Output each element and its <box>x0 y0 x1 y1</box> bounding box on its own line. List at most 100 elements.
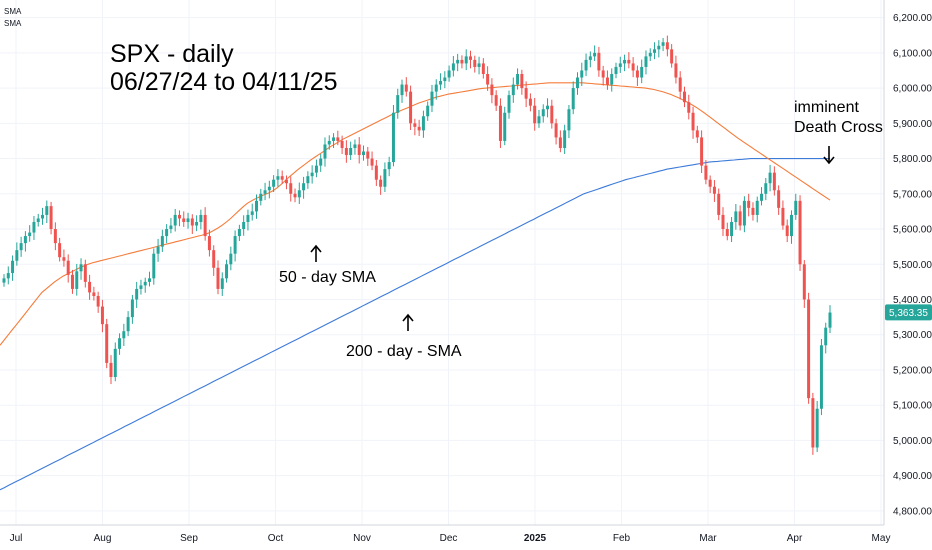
candle <box>563 124 567 154</box>
candle <box>597 46 601 77</box>
candle <box>28 225 32 242</box>
candle <box>571 81 575 115</box>
candle <box>498 98 502 148</box>
candle <box>807 292 811 404</box>
candle <box>618 56 622 73</box>
time-axis[interactable]: Jul Aug Sep Oct Nov Dec 2025 Feb Mar Apr May <box>10 533 891 544</box>
candle-body <box>379 179 383 187</box>
candle <box>588 51 592 68</box>
candle <box>152 248 156 285</box>
candle <box>460 55 464 69</box>
candle-body <box>246 214 250 222</box>
candle <box>216 260 220 295</box>
candle <box>272 175 276 193</box>
candle <box>430 84 434 113</box>
candle-body <box>148 278 152 282</box>
candle-body <box>349 147 353 156</box>
candle-body <box>721 214 725 230</box>
candle <box>815 400 819 453</box>
x-tick-label: Apr <box>787 533 803 544</box>
candle-body <box>631 63 635 71</box>
candle-body <box>45 206 49 215</box>
candle <box>768 164 772 192</box>
candle <box>327 135 331 150</box>
x-tick-label: 2025 <box>524 533 547 544</box>
candle-body <box>687 102 691 113</box>
candle <box>627 52 631 69</box>
candle-body <box>396 95 400 113</box>
candle-body <box>391 112 395 163</box>
last-price-label: 5,363.35 <box>889 308 928 319</box>
candle <box>537 109 541 128</box>
candle-body <box>528 98 532 106</box>
candle-body <box>584 59 588 71</box>
candle-body <box>11 260 15 274</box>
candle <box>468 50 472 69</box>
candle <box>443 71 447 89</box>
candle-body <box>623 59 627 64</box>
legend-sma-1[interactable]: SMA <box>4 7 22 16</box>
candle-body <box>682 91 686 103</box>
candle <box>434 79 438 100</box>
y-tick-label: 5,800.00 <box>893 154 932 165</box>
candle-body <box>563 130 567 148</box>
candle <box>23 231 27 252</box>
candle-body <box>53 229 57 244</box>
candle-body <box>267 186 271 191</box>
candle-body <box>657 45 661 50</box>
candle-body <box>644 56 648 67</box>
candle <box>477 56 481 75</box>
candle <box>289 176 293 202</box>
candle <box>640 59 644 84</box>
candle <box>610 68 614 92</box>
price-axis[interactable]: 4,800.00 4,900.00 5,000.00 5,100.00 5,200.00… <box>893 13 932 517</box>
candle-body <box>190 218 194 226</box>
candle <box>554 118 558 145</box>
candle-body <box>717 193 721 215</box>
candle <box>631 57 635 78</box>
candle <box>340 135 344 154</box>
candle-body <box>700 137 704 166</box>
candle-body <box>23 236 27 244</box>
candle <box>567 105 571 139</box>
candle <box>447 65 451 82</box>
candle-body <box>319 158 323 166</box>
candle-body <box>242 221 246 230</box>
y-tick-label: 5,600.00 <box>893 225 932 236</box>
candle-body <box>742 200 746 226</box>
chart-title-line-1: SPX - daily <box>110 40 234 68</box>
candle <box>66 254 70 283</box>
legend-sma-2[interactable]: SMA <box>4 19 22 28</box>
candle <box>357 137 361 164</box>
candle-body <box>764 183 768 194</box>
candle-body <box>6 273 10 279</box>
candle <box>182 211 186 227</box>
candle-body <box>760 193 764 201</box>
candle-body <box>481 63 485 74</box>
candle-body <box>173 214 177 226</box>
annotation-50-label: 50 - day SMA <box>279 269 376 286</box>
candle <box>379 175 383 195</box>
candle <box>520 69 524 95</box>
candle <box>451 56 455 77</box>
candle-body <box>177 214 181 219</box>
candle <box>725 222 729 241</box>
candle <box>225 259 229 283</box>
y-tick-label: 5,400.00 <box>893 295 932 306</box>
candle <box>648 48 652 61</box>
annotation-50-arrow-head <box>310 244 322 253</box>
candle <box>644 50 648 75</box>
candle-body <box>58 243 62 258</box>
candle <box>237 224 241 242</box>
candle <box>169 218 173 234</box>
candle-body <box>498 105 502 141</box>
candle <box>661 38 665 52</box>
candle-body <box>794 200 798 215</box>
candle <box>207 229 211 257</box>
y-tick-label: 6,200.00 <box>893 13 932 24</box>
candle-body <box>165 229 169 237</box>
candle-body <box>807 299 811 399</box>
candle-body <box>781 207 785 226</box>
chart-title-line-2: 06/27/24 to 04/11/25 <box>110 68 338 96</box>
candle <box>738 205 742 231</box>
